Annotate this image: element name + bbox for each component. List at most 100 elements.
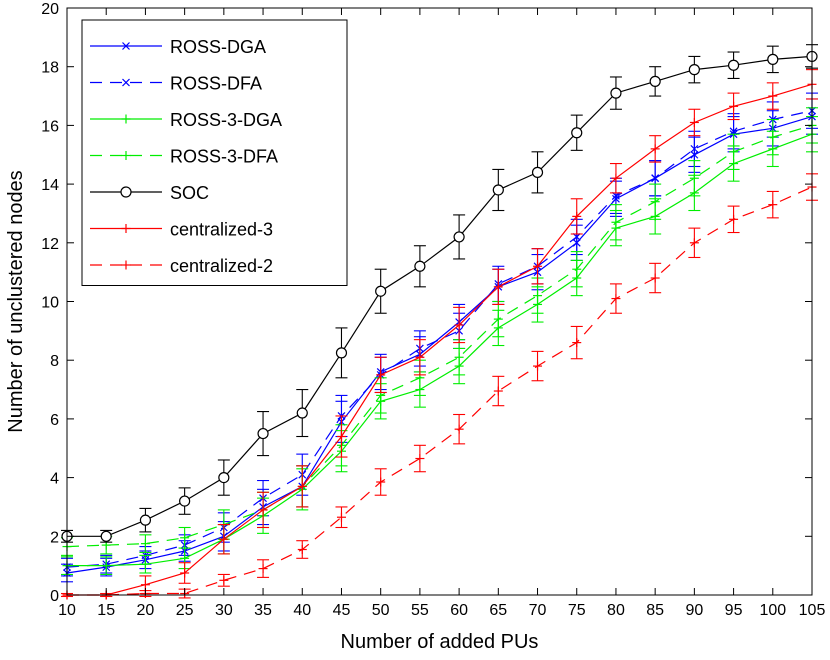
x-tick-label: 100 <box>759 602 786 619</box>
y-axis-title: Number of unclustered nodes <box>5 170 27 432</box>
marker-circle <box>179 495 191 507</box>
y-tick-label: 2 <box>50 529 59 546</box>
data-point <box>610 87 622 99</box>
marker-circle <box>335 347 348 359</box>
x-tick-label: 15 <box>97 602 115 619</box>
marker-circle <box>688 64 700 76</box>
x-tick-label: 55 <box>411 602 429 619</box>
data-point <box>533 361 543 371</box>
legend-label: ROSS-3-DGA <box>170 110 282 130</box>
data-point <box>649 75 661 87</box>
marker-x-b <box>122 78 130 87</box>
y-tick-label: 18 <box>41 60 59 77</box>
data-point <box>454 424 464 434</box>
legend-marker <box>121 114 131 124</box>
x-tick-label: 95 <box>725 602 743 619</box>
legend-marker <box>121 260 131 270</box>
marker-circle <box>610 87 622 99</box>
data-point <box>335 347 348 359</box>
series-line <box>66 116 813 574</box>
x-tick-label: 35 <box>254 602 272 619</box>
data-point <box>533 261 543 271</box>
data-point <box>454 320 464 330</box>
data-point <box>611 294 621 304</box>
data-point <box>296 407 308 419</box>
data-point <box>258 564 268 574</box>
data-point <box>219 534 229 544</box>
x-tick-label: 20 <box>137 602 155 619</box>
marker-x-b <box>572 233 581 241</box>
data-point <box>101 561 111 571</box>
legend-label: centralized-3 <box>170 220 273 240</box>
data-point <box>650 197 660 207</box>
x-tick-label: 60 <box>450 602 468 619</box>
data-point <box>414 260 426 272</box>
x-tick-label: 40 <box>293 602 311 619</box>
y-tick-label: 0 <box>50 588 59 605</box>
series-line <box>66 124 813 548</box>
legend-label: SOC <box>170 183 209 203</box>
x-tick-label: 105 <box>799 602 826 619</box>
data-point <box>258 505 268 515</box>
data-point <box>376 370 386 380</box>
data-point <box>257 427 269 440</box>
legend-label: ROSS-DGA <box>170 37 266 57</box>
y-tick-label: 20 <box>41 1 59 18</box>
data-point <box>531 166 544 178</box>
marker-circle <box>767 53 779 65</box>
data-point <box>139 514 152 526</box>
legend-entry: ROSS-DGA <box>90 37 266 57</box>
data-point <box>612 191 620 200</box>
y-tick-label: 12 <box>41 236 59 253</box>
series-SOC <box>61 44 818 543</box>
x-tick-label: 85 <box>646 602 664 619</box>
data-point <box>572 264 582 274</box>
x-tick-label: 80 <box>607 602 625 619</box>
legend-marker <box>121 151 131 160</box>
marker-circle <box>453 231 465 243</box>
series-line <box>67 83 813 596</box>
series-line <box>67 133 813 567</box>
marker-x-b <box>729 127 738 136</box>
axes-layer: 10 15 20 25 30 35 40 45 50 55 60 65 70 75 80 85 90 95 100 1… <box>41 1 825 619</box>
data-point <box>690 144 699 153</box>
data-point <box>415 352 425 362</box>
data-point <box>689 117 699 127</box>
legend-marker <box>122 42 130 50</box>
x-tick-label: 10 <box>58 602 76 619</box>
y-tick-label: 6 <box>50 412 59 429</box>
data-point <box>493 386 503 396</box>
data-point <box>729 101 739 111</box>
series-line <box>67 186 813 596</box>
marker-circle <box>531 166 544 178</box>
marker-circle <box>649 75 661 87</box>
legend-entry: ROSS-DFA <box>90 74 262 94</box>
marker-circle <box>296 407 308 419</box>
x-tick-label: 50 <box>372 602 390 619</box>
data-point <box>572 233 581 241</box>
data-point <box>375 285 387 297</box>
data-point <box>729 127 738 136</box>
data-point <box>729 214 739 224</box>
y-tick-label: 8 <box>50 353 59 370</box>
x-axis-title: Number of added PUs <box>341 631 539 653</box>
data-point <box>180 553 190 563</box>
data-point <box>651 174 660 183</box>
y-tick-label: 10 <box>41 295 59 312</box>
data-point <box>180 533 190 543</box>
marker-circle <box>120 186 132 198</box>
legend-label: ROSS-3-DFA <box>170 147 278 167</box>
data-point <box>140 580 150 590</box>
legend-entry: centralized-2 <box>90 256 273 276</box>
data-point <box>650 273 660 283</box>
data-point <box>376 477 386 487</box>
marker-circle <box>414 260 426 272</box>
series-line <box>67 55 813 537</box>
series-layer <box>61 44 818 600</box>
data-point <box>297 481 307 491</box>
data-point <box>218 472 230 484</box>
data-point <box>689 238 699 248</box>
marker-x-b <box>651 174 660 183</box>
data-point <box>219 575 229 585</box>
legend: ROSS-DGA ROSS-DFA ROSS-3-DGA ROSS-3-DFA SOC c… <box>81 19 348 286</box>
